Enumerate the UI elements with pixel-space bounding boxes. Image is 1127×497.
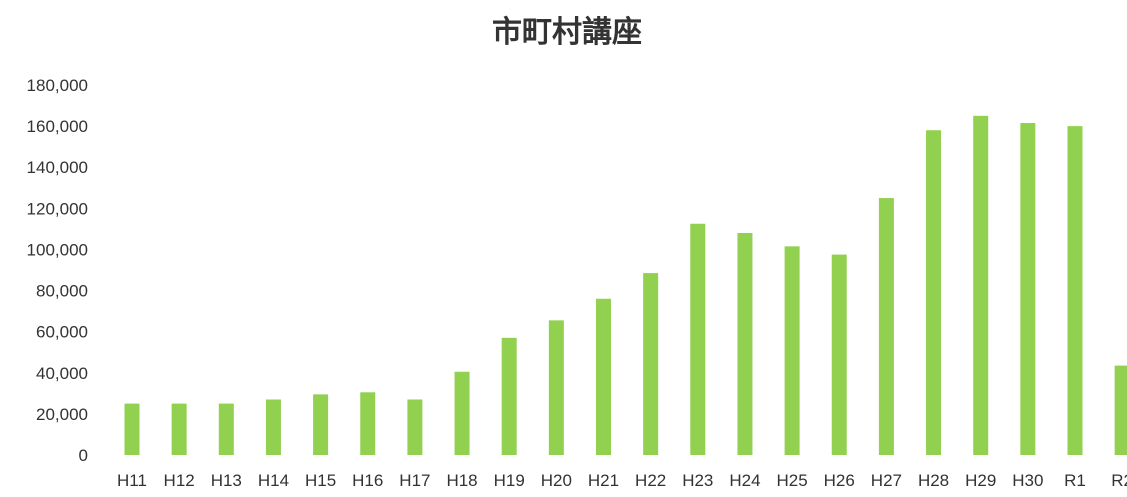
x-tick-label: H29 xyxy=(965,471,996,490)
x-tick-label: H12 xyxy=(164,471,195,490)
bar-h17 xyxy=(407,399,423,455)
x-tick-label: H14 xyxy=(258,471,289,490)
bars xyxy=(124,115,1127,456)
x-tick-label: H26 xyxy=(824,471,855,490)
x-tick-label: H28 xyxy=(918,471,949,490)
bar-h26 xyxy=(831,254,847,455)
y-tick-label: 180,000 xyxy=(27,76,88,95)
y-tick-label: 140,000 xyxy=(27,158,88,177)
x-tick-label: H30 xyxy=(1012,471,1043,490)
x-tick-label: H25 xyxy=(777,471,808,490)
bar-h24 xyxy=(737,233,753,455)
bar-r2 xyxy=(1114,365,1127,455)
bar-h12 xyxy=(171,403,187,455)
y-axis: 0 20,000 40,000 60,000 80,000 100,000 120,000 1… xyxy=(27,76,88,465)
y-tick-label: 0 xyxy=(79,446,88,465)
bar-h30 xyxy=(1020,123,1036,456)
bar-h22 xyxy=(643,273,659,455)
x-tick-label: H15 xyxy=(305,471,336,490)
y-tick-label: 80,000 xyxy=(36,282,88,301)
bar-h13 xyxy=(218,403,234,455)
x-tick-label: H11 xyxy=(117,471,147,490)
x-tick-label: H16 xyxy=(352,471,383,490)
x-tick-label: H27 xyxy=(871,471,902,490)
bar-h23 xyxy=(690,223,706,455)
y-tick-label: 40,000 xyxy=(36,364,88,383)
x-tick-label: H23 xyxy=(682,471,713,490)
bar-h29 xyxy=(973,115,989,455)
x-tick-label: H19 xyxy=(494,471,525,490)
x-tick-label: H13 xyxy=(211,471,242,490)
y-tick-label: 100,000 xyxy=(27,240,88,259)
x-tick-label: H22 xyxy=(635,471,666,490)
bar-h20 xyxy=(548,320,564,455)
bar-h27 xyxy=(878,198,894,456)
x-tick-label: H24 xyxy=(729,471,760,490)
x-tick-label: H18 xyxy=(446,471,477,490)
x-tick-label: H21 xyxy=(588,471,619,490)
y-tick-label: 160,000 xyxy=(27,117,88,136)
y-tick-label: 60,000 xyxy=(36,323,88,342)
bar-h21 xyxy=(596,298,611,455)
x-tick-label: R2 xyxy=(1111,471,1127,490)
bar-h14 xyxy=(265,399,281,455)
bar-h19 xyxy=(501,337,517,455)
x-tick-label: R1 xyxy=(1064,471,1086,490)
x-tick-label: H17 xyxy=(399,471,430,490)
bar-h16 xyxy=(360,392,376,455)
chart-title: 市町村講座 xyxy=(492,15,642,50)
y-tick-label: 120,000 xyxy=(27,199,88,218)
bar-r1 xyxy=(1067,126,1083,455)
bar-h11 xyxy=(124,403,140,455)
bar-h15 xyxy=(313,394,329,455)
x-tick-label: H20 xyxy=(541,471,572,490)
bar-h25 xyxy=(784,246,800,455)
y-tick-label: 20,000 xyxy=(36,405,88,424)
x-axis: H11 H12 H13 H14 H15 H16 H17 H18 H19 H20 H21 H22 H23 H… xyxy=(117,471,1127,490)
bar-h28 xyxy=(926,130,942,455)
bar-h18 xyxy=(454,371,470,455)
